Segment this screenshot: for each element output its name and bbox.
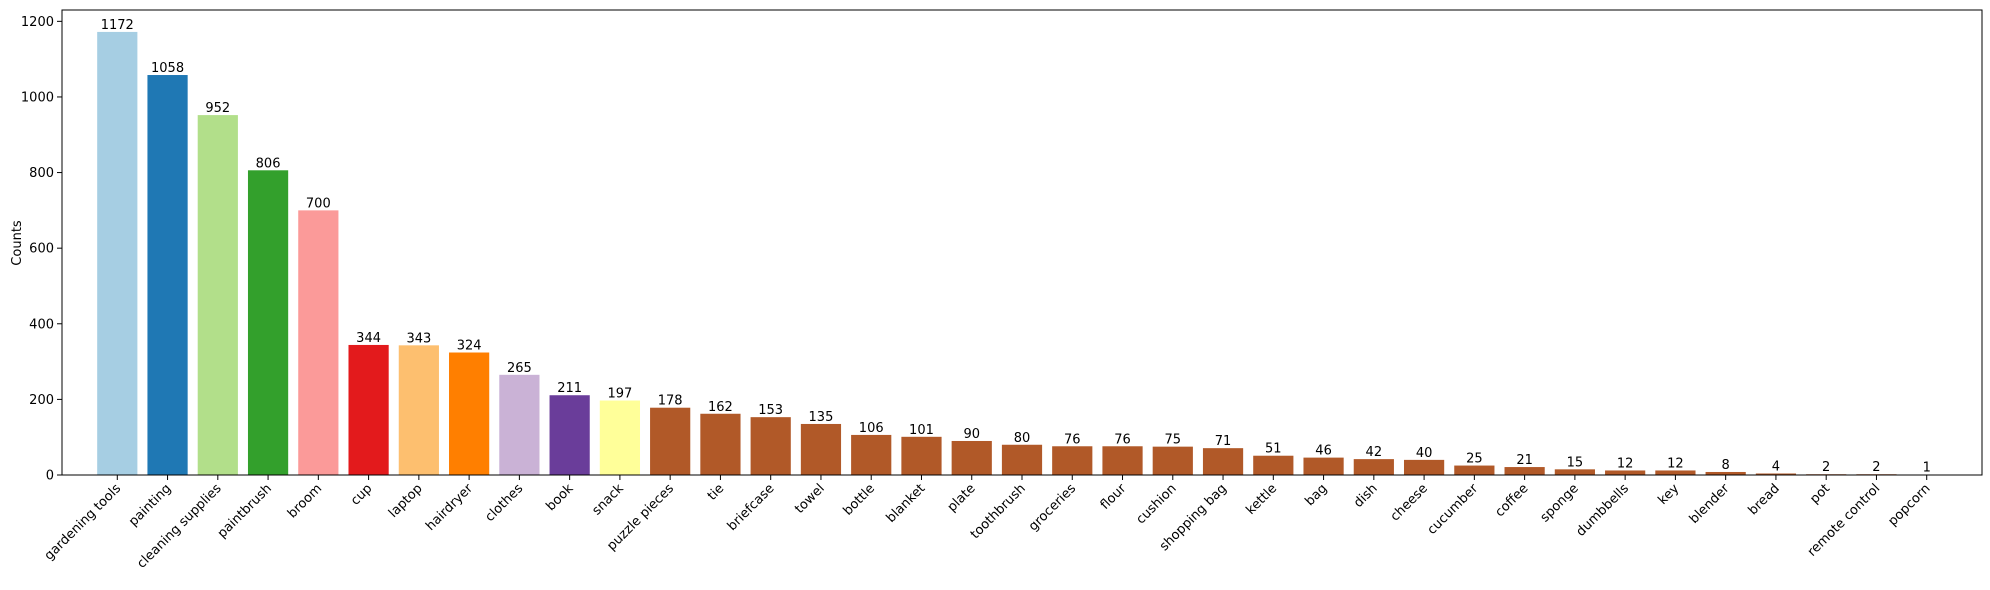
bar (1403, 459, 1445, 475)
bar (1102, 446, 1143, 475)
bar-value-label: 51 (1265, 442, 1282, 457)
bar-value-label: 324 (457, 339, 482, 354)
bar-value-label: 2 (1872, 460, 1880, 475)
bar (147, 75, 188, 476)
bar (1755, 473, 1797, 475)
bar (1504, 467, 1545, 475)
bar (1001, 444, 1043, 475)
bar (599, 400, 641, 475)
bars-group (97, 31, 1947, 476)
bar-value-label: 101 (909, 423, 934, 438)
bar-value-label: 12 (1667, 456, 1684, 471)
bar-value-label: 135 (809, 410, 834, 425)
bar (197, 115, 238, 475)
bar-value-label: 153 (758, 403, 783, 418)
bar (449, 352, 490, 475)
bar-value-label: 1172 (101, 18, 134, 33)
bar-value-label: 21 (1516, 453, 1533, 468)
y-axis: 0 200 400 600 800 1000 1200 (21, 15, 62, 484)
bar-value-label: 15 (1567, 455, 1584, 470)
bar-value-label: 700 (306, 196, 331, 211)
bar (1705, 471, 1746, 475)
bar (1052, 446, 1093, 475)
y-tick-label: 600 (29, 242, 54, 257)
bar-value-label: 162 (708, 400, 733, 415)
bar-value-label: 806 (256, 156, 281, 171)
bar (1554, 469, 1595, 475)
y-tick-label: 1000 (21, 90, 54, 105)
bar-value-label: 4 (1772, 459, 1780, 474)
y-axis-title: Counts (10, 220, 25, 266)
bar (1454, 465, 1495, 475)
bar (298, 210, 339, 476)
bar-value-label: 42 (1366, 445, 1383, 460)
bar-value-label: 75 (1165, 433, 1182, 448)
bar-value-label: 343 (406, 331, 431, 346)
y-tick-label: 800 (29, 166, 54, 181)
bar-value-label: 40 (1416, 446, 1433, 461)
bar-value-label: 25 (1466, 452, 1483, 467)
bar (97, 31, 138, 476)
bar (348, 344, 389, 475)
bar (700, 413, 741, 475)
bar (1253, 455, 1294, 475)
bar (1202, 448, 1244, 475)
bar (499, 374, 540, 475)
bar-value-label: 46 (1315, 444, 1332, 459)
bar (1655, 470, 1696, 475)
bar-value-label: 197 (607, 387, 632, 402)
bar-value-label: 80 (1014, 431, 1031, 446)
bar-value-label: 265 (507, 361, 532, 376)
bar-value-label: 1058 (151, 61, 184, 76)
bar (750, 417, 791, 475)
y-tick-label: 0 (46, 469, 54, 484)
y-tick-label: 1200 (21, 15, 54, 30)
bar (1605, 470, 1646, 475)
bar (951, 440, 992, 475)
bar-value-label: 76 (1064, 432, 1081, 447)
bar (800, 423, 842, 475)
bar-value-label: 211 (557, 381, 582, 396)
y-tick-label: 200 (29, 393, 54, 408)
plot-frame (61, 9, 1983, 476)
bar-value-label: 106 (859, 421, 884, 436)
bar (398, 345, 439, 475)
bar (901, 436, 942, 475)
bar-value-label: 12 (1617, 456, 1634, 471)
bar (549, 395, 590, 475)
bar-value-label: 76 (1114, 432, 1131, 447)
bar (247, 170, 289, 476)
bar-value-label: 178 (658, 394, 683, 409)
bar-value-label: 8 (1722, 458, 1730, 473)
bar-value-label: 952 (205, 101, 230, 116)
bar-value-label: 2 (1822, 460, 1830, 475)
bar (1353, 459, 1394, 475)
bar (650, 407, 691, 475)
bar-value-label: 90 (963, 427, 980, 442)
y-tick-label: 400 (29, 317, 54, 332)
bar-value-label: 71 (1215, 434, 1232, 449)
bar-value-label: 344 (356, 331, 381, 346)
bar (1303, 457, 1344, 475)
bar (851, 434, 892, 475)
bar (1152, 446, 1193, 475)
bar-value-label: 1 (1923, 461, 1931, 476)
